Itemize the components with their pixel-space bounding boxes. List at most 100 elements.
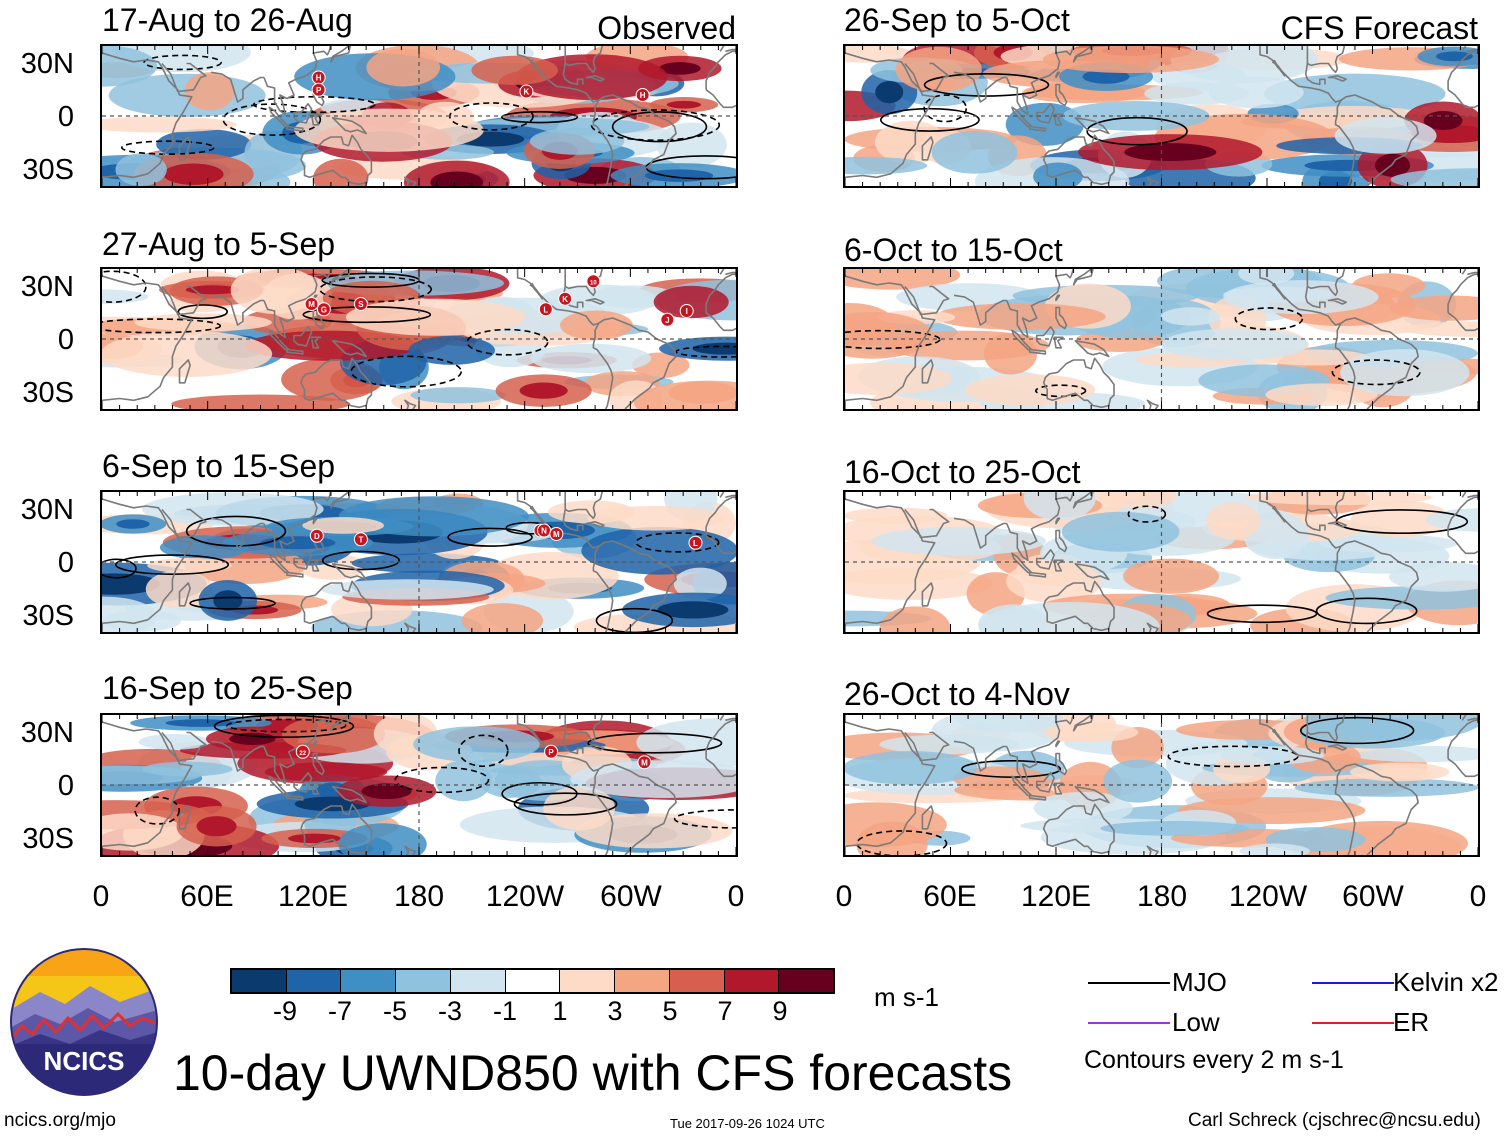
colorbar-tick-label: -3 xyxy=(437,996,462,1026)
legend-line-mjo xyxy=(1088,982,1170,984)
anomaly-blob xyxy=(570,760,736,799)
lat-label-30s: 30S xyxy=(22,823,74,855)
coastline xyxy=(1461,715,1478,722)
coastline xyxy=(1028,348,1047,355)
axis-ticks xyxy=(102,492,736,632)
map-svg xyxy=(845,269,1478,409)
coastline xyxy=(705,496,736,536)
coastline xyxy=(904,285,950,316)
anomaly-blob xyxy=(529,127,625,155)
coastline xyxy=(331,563,367,581)
mjo-contour xyxy=(1034,384,1087,398)
coastline xyxy=(1304,509,1326,532)
storm-icon xyxy=(635,88,650,102)
coastlines xyxy=(102,715,736,855)
mjo-contour xyxy=(143,54,222,71)
coastline xyxy=(286,794,304,801)
coastline xyxy=(953,740,1007,772)
anomaly-core xyxy=(666,100,702,109)
coastline xyxy=(1042,803,1115,855)
coastline xyxy=(312,517,318,525)
anomaly-blob xyxy=(302,517,384,534)
coastline xyxy=(178,805,191,830)
mjo-contour xyxy=(1315,597,1418,625)
coastline xyxy=(404,845,417,855)
anomaly-core xyxy=(1423,111,1463,131)
storm-icon xyxy=(295,744,310,759)
axis-ticks xyxy=(845,46,1478,186)
coastline xyxy=(1028,794,1047,801)
anomaly-blob xyxy=(1061,511,1180,552)
anomaly-blob xyxy=(1325,586,1478,610)
coastline xyxy=(564,46,603,74)
mjo-contour xyxy=(1167,745,1299,768)
storm-icon xyxy=(549,527,564,541)
map-svg xyxy=(845,46,1478,186)
coastline xyxy=(564,492,603,520)
coastline xyxy=(921,582,934,607)
anomaly-core xyxy=(196,816,237,837)
anomaly-blob xyxy=(575,813,733,849)
anomaly-blob xyxy=(1238,269,1295,285)
anomaly-blob xyxy=(1033,162,1083,186)
storm-icon xyxy=(309,528,324,543)
coastline xyxy=(1053,782,1064,795)
footer-author: Carl Schreck (cjschrec@ncsu.edu) xyxy=(1188,1110,1481,1131)
anomaly-blob xyxy=(1401,321,1478,337)
coastline xyxy=(705,89,736,109)
storm-marker: H xyxy=(311,70,326,85)
mjo-contour xyxy=(587,732,723,754)
coastline xyxy=(1334,317,1419,409)
storm-marker: M xyxy=(637,755,652,770)
coastline xyxy=(564,715,603,743)
anomaly-blob xyxy=(879,606,951,632)
coastline xyxy=(1327,298,1347,305)
colorbar-units: m s-1 xyxy=(874,982,939,1012)
panel-tag: CFS Forecast xyxy=(1280,10,1478,46)
coastline xyxy=(161,62,207,93)
storm-icon xyxy=(311,82,326,97)
panel-tag: Observed xyxy=(597,10,736,46)
panel-title: 16-Oct to 25-Oct xyxy=(844,454,1081,490)
lon-label: 0 xyxy=(835,880,853,913)
map-panel xyxy=(843,44,1480,188)
mjo-contour xyxy=(189,596,276,610)
coastline xyxy=(904,508,950,539)
anomaly-blob xyxy=(1223,280,1379,315)
anomaly-blob xyxy=(845,802,947,848)
anomaly-blob xyxy=(321,579,494,600)
lon-label: 0 xyxy=(92,880,110,913)
coastlines xyxy=(845,492,1478,632)
anomaly-blob xyxy=(138,734,211,750)
lon-label: 0 xyxy=(1469,880,1487,913)
coastline xyxy=(263,492,332,562)
coastline xyxy=(1055,517,1061,525)
map-svg xyxy=(845,492,1478,632)
coastline xyxy=(1006,269,1074,339)
coastline xyxy=(1259,269,1342,326)
coastline xyxy=(1447,50,1478,90)
anomaly-blob xyxy=(147,557,232,574)
coastline xyxy=(1447,758,1478,778)
anomaly-blob xyxy=(408,335,495,365)
storm-label: P xyxy=(548,748,554,757)
coastline xyxy=(1259,715,1342,772)
storm-label: M xyxy=(553,530,560,539)
anomaly-core xyxy=(692,342,736,355)
coastline xyxy=(719,492,736,499)
storm-label: D xyxy=(314,532,320,541)
logo-text: NCICS xyxy=(44,1046,125,1076)
storm-icon xyxy=(304,297,319,311)
lat-label-30n: 30N xyxy=(20,271,74,303)
anomaly-blob xyxy=(964,374,1096,406)
coastline xyxy=(562,63,584,86)
coastline xyxy=(845,275,936,402)
colorbar-swatch xyxy=(232,970,286,992)
anomaly-field xyxy=(102,492,736,632)
anomaly-blob xyxy=(1265,383,1378,406)
axis-ticks xyxy=(845,492,1478,632)
colorbar-tick-label: 3 xyxy=(607,996,623,1026)
footer-url[interactable]: ncics.org/mjo xyxy=(4,1110,116,1131)
coastline xyxy=(1259,492,1342,549)
coastline xyxy=(1304,732,1326,755)
